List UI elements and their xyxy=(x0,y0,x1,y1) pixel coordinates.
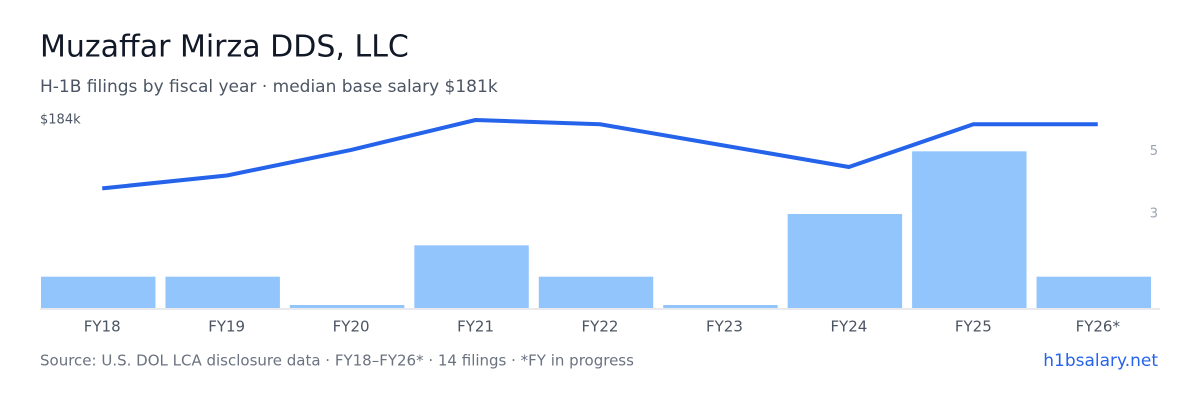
x-tick-label: FY21 xyxy=(457,318,494,336)
bar xyxy=(538,276,654,308)
chart-subtitle: H-1B filings by fiscal year · median bas… xyxy=(40,77,498,97)
x-tick-label: FY20 xyxy=(333,318,370,336)
site-link[interactable]: h1bsalary.net xyxy=(1043,351,1158,371)
bar xyxy=(289,305,405,308)
bar xyxy=(165,276,280,308)
source-note: Source: U.S. DOL LCA disclosure data · F… xyxy=(40,352,634,370)
salary-line xyxy=(102,118,1098,191)
x-tick-label: FY23 xyxy=(706,318,743,336)
bar xyxy=(663,305,778,308)
bar xyxy=(1036,276,1151,308)
bar xyxy=(414,245,529,308)
x-tick-label: FY22 xyxy=(582,318,619,336)
y-tick-label: $184k xyxy=(40,113,81,128)
y2-tick-label: 5 xyxy=(1150,144,1158,159)
bar xyxy=(912,151,1027,308)
x-tick-label: FY25 xyxy=(955,318,992,336)
x-tick-label: FY18 xyxy=(84,318,121,336)
x-tick-label: FY24 xyxy=(830,318,867,336)
x-tick-label: FY26* xyxy=(1076,318,1121,336)
bar xyxy=(787,214,903,308)
bar xyxy=(41,276,156,308)
chart-title: Muzaffar Mirza DDS, LLC xyxy=(40,30,409,65)
x-tick-label: FY19 xyxy=(208,318,245,336)
y2-tick-label: 3 xyxy=(1150,207,1158,222)
